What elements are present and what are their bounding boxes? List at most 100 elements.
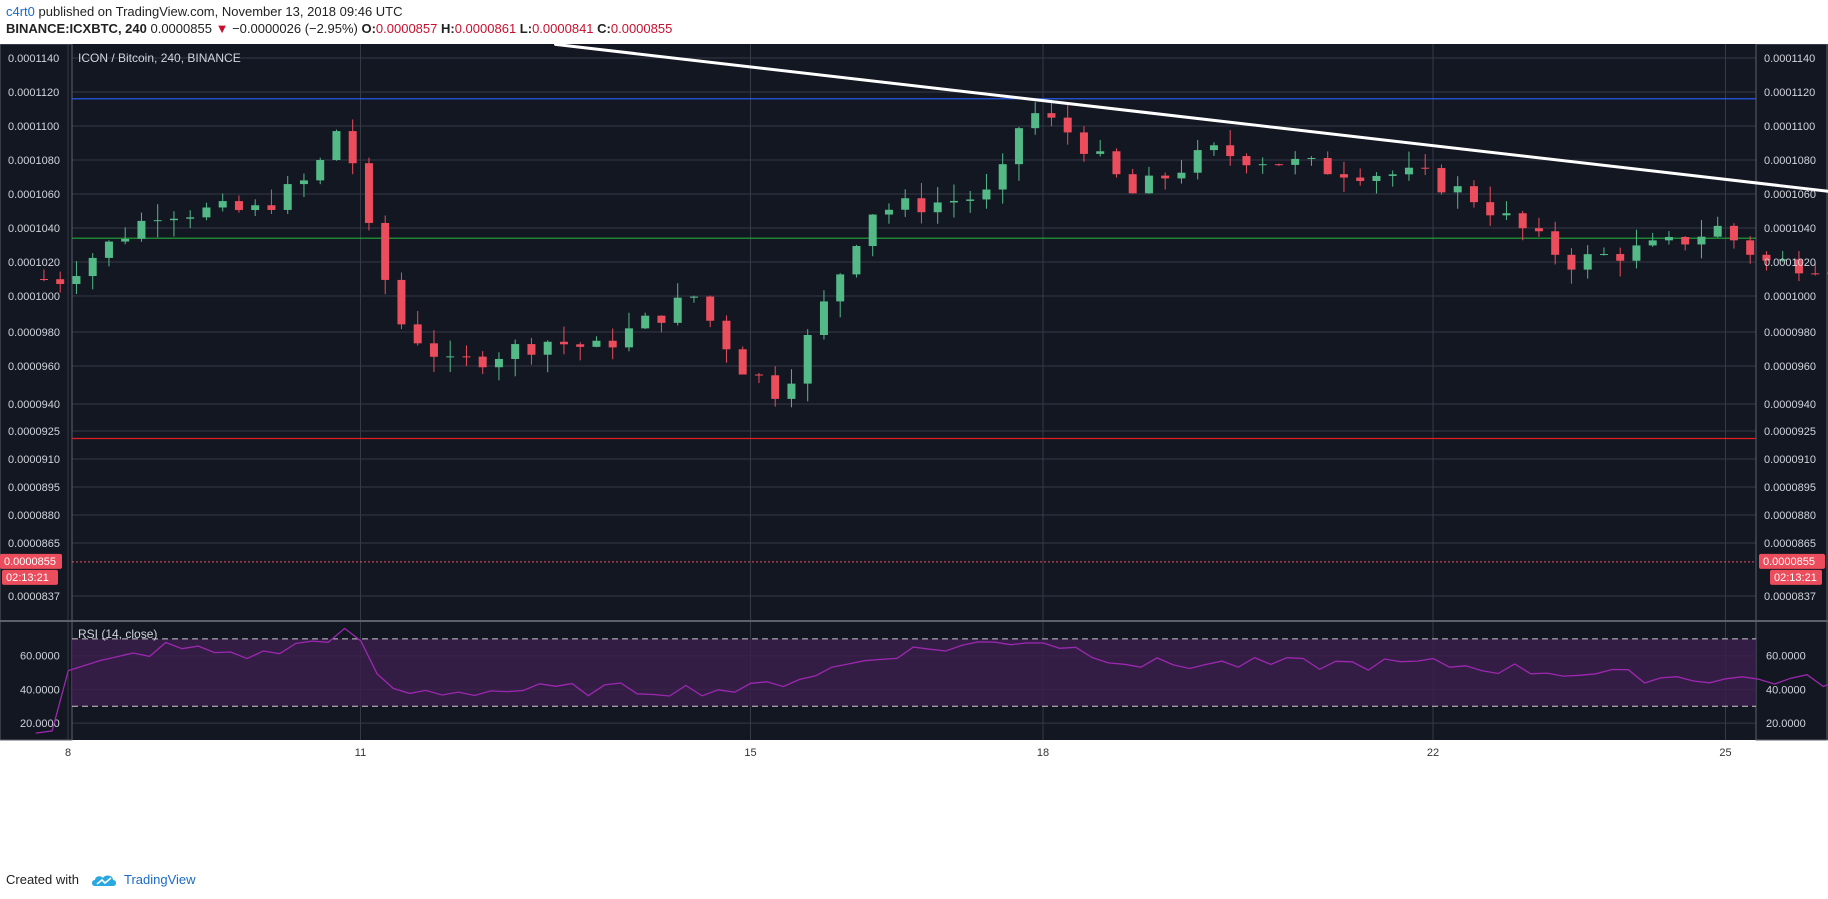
candle[interactable] <box>673 283 682 326</box>
candle[interactable] <box>494 352 503 381</box>
candle[interactable] <box>1551 221 1560 265</box>
candle[interactable] <box>1144 166 1153 194</box>
candle[interactable] <box>478 351 487 375</box>
candle[interactable] <box>1128 168 1137 194</box>
candle[interactable] <box>332 129 341 161</box>
candle[interactable] <box>933 187 942 224</box>
candle[interactable] <box>771 366 780 407</box>
candle[interactable] <box>251 199 260 216</box>
candle[interactable] <box>1469 180 1478 208</box>
candle[interactable] <box>429 330 438 373</box>
candle[interactable] <box>1437 164 1446 195</box>
candle[interactable] <box>884 203 893 224</box>
candle[interactable] <box>1567 248 1576 284</box>
candle[interactable] <box>949 184 958 218</box>
candle[interactable] <box>1729 223 1738 249</box>
candle[interactable] <box>657 315 666 333</box>
candle[interactable] <box>1372 172 1381 194</box>
candle[interactable] <box>1794 251 1803 282</box>
candle[interactable] <box>283 176 292 214</box>
candle[interactable] <box>1258 157 1267 174</box>
candle[interactable] <box>39 269 48 282</box>
candle[interactable] <box>364 157 373 231</box>
candle[interactable] <box>1616 247 1625 277</box>
candle[interactable] <box>446 340 455 373</box>
candle[interactable] <box>511 339 520 377</box>
candle[interactable] <box>1713 216 1722 238</box>
candle[interactable] <box>641 312 650 330</box>
candle[interactable] <box>1339 161 1348 193</box>
candle[interactable] <box>186 210 195 229</box>
candle[interactable] <box>559 326 568 355</box>
candle[interactable] <box>169 211 178 237</box>
candle[interactable] <box>624 312 633 352</box>
candle[interactable] <box>72 261 81 295</box>
candle[interactable] <box>1648 232 1657 247</box>
rsi-line[interactable] <box>35 627 1828 734</box>
candle[interactable] <box>1291 151 1300 175</box>
candle[interactable] <box>234 195 243 213</box>
author-link[interactable]: c4rt0 <box>6 4 35 19</box>
descending-trendline[interactable] <box>554 44 1828 511</box>
candle[interactable] <box>413 310 422 346</box>
candle[interactable] <box>1534 217 1543 237</box>
candle[interactable] <box>1096 140 1105 157</box>
candle[interactable] <box>1047 99 1056 127</box>
candle[interactable] <box>868 214 877 257</box>
candle[interactable] <box>1307 156 1316 166</box>
candle[interactable] <box>966 190 975 213</box>
candle[interactable] <box>1583 245 1592 279</box>
candle[interactable] <box>901 189 910 217</box>
candle[interactable] <box>218 193 227 212</box>
candle[interactable] <box>137 212 146 242</box>
candle[interactable] <box>689 295 698 303</box>
candle[interactable] <box>1356 168 1365 186</box>
candle[interactable] <box>1079 126 1088 162</box>
candle[interactable] <box>153 204 162 238</box>
candle[interactable] <box>819 290 828 340</box>
candle[interactable] <box>1404 151 1413 181</box>
candle[interactable] <box>1209 142 1218 156</box>
candle[interactable] <box>1226 130 1235 166</box>
candle[interactable] <box>397 272 406 330</box>
candle[interactable] <box>527 337 536 365</box>
candle[interactable] <box>1486 186 1495 226</box>
candle[interactable] <box>299 173 308 197</box>
candle[interactable] <box>1014 126 1023 181</box>
candle[interactable] <box>348 119 357 175</box>
candle[interactable] <box>576 342 585 361</box>
candle[interactable] <box>121 227 130 245</box>
candle[interactable] <box>803 329 812 402</box>
candle[interactable] <box>1811 262 1820 276</box>
candle[interactable] <box>267 189 276 214</box>
candle[interactable] <box>1161 172 1170 190</box>
candle[interactable] <box>88 253 97 290</box>
candle[interactable] <box>1664 231 1673 245</box>
candle[interactable] <box>592 336 601 348</box>
candle[interactable] <box>738 346 747 375</box>
candle[interactable] <box>722 315 731 363</box>
candle[interactable] <box>982 173 991 209</box>
right-price-axis[interactable] <box>1755 44 1828 741</box>
candle[interactable] <box>1274 163 1283 166</box>
candle[interactable] <box>1421 154 1430 176</box>
candle[interactable] <box>1388 170 1397 187</box>
candle[interactable] <box>1177 160 1186 184</box>
candle[interactable] <box>608 328 617 360</box>
candle[interactable] <box>1746 236 1755 264</box>
candle[interactable] <box>1323 151 1332 175</box>
candle[interactable] <box>998 153 1007 204</box>
candle[interactable] <box>1599 247 1608 256</box>
candle[interactable] <box>754 372 763 383</box>
candle[interactable] <box>1112 148 1121 178</box>
candle[interactable] <box>1762 251 1771 271</box>
left-price-axis[interactable] <box>0 44 73 741</box>
candle[interactable] <box>1063 102 1072 145</box>
candle[interactable] <box>1193 139 1202 180</box>
candle[interactable] <box>202 202 211 221</box>
candle[interactable] <box>316 157 325 185</box>
candle[interactable] <box>787 369 796 408</box>
candle[interactable] <box>852 244 861 278</box>
candle[interactable] <box>1697 220 1706 259</box>
price-chart[interactable]: 0.0001140 0.0001140 0.0001120 0.0001120 0.00… <box>0 44 1828 864</box>
